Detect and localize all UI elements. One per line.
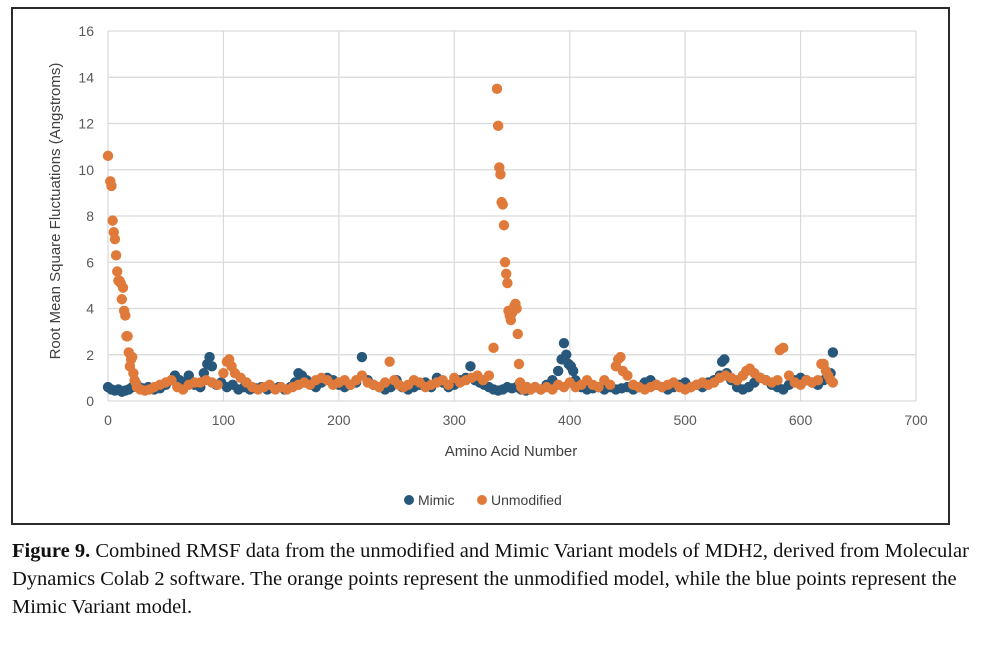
unmodified-point — [812, 374, 824, 386]
unmodified-point — [122, 331, 133, 342]
x-tick-label: 100 — [212, 412, 236, 428]
unmodified-point — [502, 277, 513, 289]
mimic-point — [561, 349, 572, 360]
series-mimic-points — [102, 337, 839, 397]
unmodified-point — [116, 294, 128, 305]
y-tick-label: 6 — [86, 254, 94, 270]
unmodified-point — [778, 342, 789, 354]
legend-marker-mimic — [404, 495, 414, 505]
y-tick-label: 2 — [86, 347, 94, 363]
x-tick-label: 500 — [673, 412, 697, 428]
x-axis-title: Amino Acid Number — [445, 443, 578, 460]
unmodified-point — [443, 379, 454, 391]
unmodified-point — [379, 377, 391, 388]
y-tick-label: 0 — [86, 393, 94, 409]
y-tick-label: 14 — [78, 69, 94, 85]
unmodified-point — [827, 377, 839, 388]
unmodified-point — [127, 351, 138, 363]
rmsf-scatter-chart: 0 2 4 6 8 10 12 14 16 0 100 200 300 400 500 600 700 Root… — [47, 23, 928, 508]
unmodified-point — [495, 169, 506, 180]
legend-label-unmodified: Unmodified — [491, 492, 562, 508]
figure-caption: Figure 9. Combined RMSF data from the un… — [12, 537, 972, 621]
unmodified-point — [483, 370, 495, 381]
unmodified-point — [107, 215, 118, 226]
mimic-point — [567, 365, 579, 377]
mimic-point — [719, 354, 730, 365]
gridlines — [107, 30, 917, 402]
unmodified-point — [166, 374, 177, 386]
chart-frame: 0 2 4 6 8 10 12 14 16 0 100 200 300 400 500 600 700 Root… — [11, 7, 950, 525]
unmodified-point — [218, 368, 229, 379]
mimic-point — [558, 337, 570, 349]
unmodified-point — [604, 379, 616, 391]
unmodified-point — [615, 351, 626, 363]
unmodified-point — [120, 310, 131, 321]
mimic-point — [206, 361, 218, 372]
unmodified-point — [212, 379, 223, 391]
y-tick-label: 10 — [78, 162, 94, 178]
unmodified-point — [498, 220, 510, 231]
mimic-point — [183, 370, 194, 381]
x-tick-label: 0 — [104, 412, 112, 428]
y-axis-title: Root Mean Square Fluctuations (Angstroms… — [47, 63, 64, 360]
x-tick-label: 400 — [558, 412, 582, 428]
legend-marker-unmodified — [477, 495, 487, 505]
unmodified-point — [491, 83, 503, 95]
mimic-point — [465, 361, 476, 372]
y-tick-label: 16 — [78, 23, 94, 39]
legend: Mimic Unmodified — [404, 492, 562, 508]
unmodified-point — [772, 374, 783, 386]
unmodified-point — [513, 358, 525, 370]
y-tick-label: 12 — [78, 116, 94, 132]
y-tick-label: 4 — [86, 301, 94, 317]
unmodified-point — [783, 370, 795, 381]
figure-caption-label: Figure 9. — [12, 540, 91, 562]
unmodified-point — [117, 282, 129, 293]
mimic-point — [552, 365, 564, 377]
unmodified-point — [511, 303, 522, 314]
unmodified-point — [497, 199, 508, 210]
unmodified-point — [384, 356, 395, 367]
unmodified-point — [488, 342, 499, 354]
series-unmodified-points — [102, 83, 839, 396]
x-tick-label: 200 — [327, 412, 351, 428]
tick-labels: 0 2 4 6 8 10 12 14 16 0 100 200 300 400 500 600 700 — [78, 23, 927, 428]
unmodified-point — [106, 180, 117, 192]
unmodified-point — [112, 266, 123, 277]
x-tick-label: 300 — [443, 412, 467, 428]
unmodified-point — [622, 370, 633, 381]
unmodified-point — [593, 381, 604, 393]
legend-label-mimic: Mimic — [418, 492, 455, 508]
unmodified-point — [109, 233, 121, 245]
mimic-point — [827, 347, 839, 358]
y-tick-label: 8 — [86, 208, 94, 224]
unmodified-point — [501, 268, 512, 280]
unmodified-point — [499, 257, 511, 268]
unmodified-point — [512, 328, 523, 340]
unmodified-point — [110, 250, 122, 261]
unmodified-point — [356, 370, 368, 381]
figure-caption-text: Combined RMSF data from the unmodified a… — [12, 540, 969, 618]
x-tick-label: 700 — [904, 412, 928, 428]
mimic-point — [204, 351, 215, 363]
mimic-point — [356, 351, 368, 363]
x-tick-label: 600 — [789, 412, 813, 428]
unmodified-point — [102, 150, 114, 162]
unmodified-point — [492, 120, 504, 132]
